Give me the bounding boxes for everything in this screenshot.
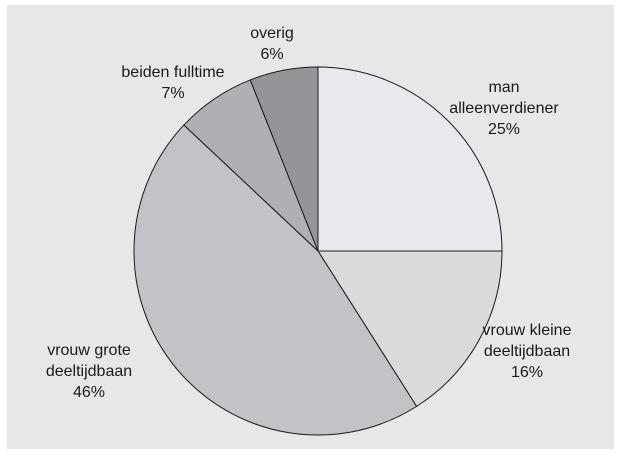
slice-name-line: deeltijdbaan xyxy=(46,363,132,380)
slice-percent: 7% xyxy=(161,85,184,102)
slice-name-line: vrouw kleine xyxy=(483,322,572,339)
pie-slice-vrouw-grote-deeltijdbaan xyxy=(133,124,418,436)
slice-name-line: vrouw grote xyxy=(47,342,131,359)
pie-slice-man-alleenverdiener xyxy=(317,66,503,252)
pie-chart-svg: man alleenverdiener 25% vrouw kleine deeltij… xyxy=(7,5,614,449)
slice-percent: 6% xyxy=(260,46,283,63)
slice-label-beiden-fulltime: beiden fulltime 7% xyxy=(121,64,224,102)
slice-label-vrouw-grote-deeltijdbaan: vrouw grote deeltijdbaan 46% xyxy=(46,342,132,401)
slice-percent: 46% xyxy=(73,384,105,401)
pie-chart: man alleenverdiener 25% vrouw kleine deeltij… xyxy=(7,5,614,449)
slice-name-line: overig xyxy=(250,25,294,42)
slice-name-line: man xyxy=(488,79,519,96)
pie-slice-vrouw-kleine-deeltijdbaan xyxy=(317,250,503,407)
slice-name-line: deeltijdbaan xyxy=(484,343,570,360)
slice-name-line: beiden fulltime xyxy=(121,64,224,81)
slice-percent: 25% xyxy=(488,121,520,138)
slice-labels: man alleenverdiener 25% vrouw kleine deeltij… xyxy=(46,25,572,401)
slice-name-line: alleenverdiener xyxy=(449,100,559,117)
slices xyxy=(133,66,503,436)
slice-label-overig: overig 6% xyxy=(250,25,294,63)
pie-slice-overig xyxy=(249,66,319,252)
slice-label-vrouw-kleine-deeltijdbaan: vrouw kleine deeltijdbaan 16% xyxy=(483,322,572,381)
slice-label-man-alleenverdiener: man alleenverdiener 25% xyxy=(449,79,559,138)
slice-percent: 16% xyxy=(511,364,543,381)
